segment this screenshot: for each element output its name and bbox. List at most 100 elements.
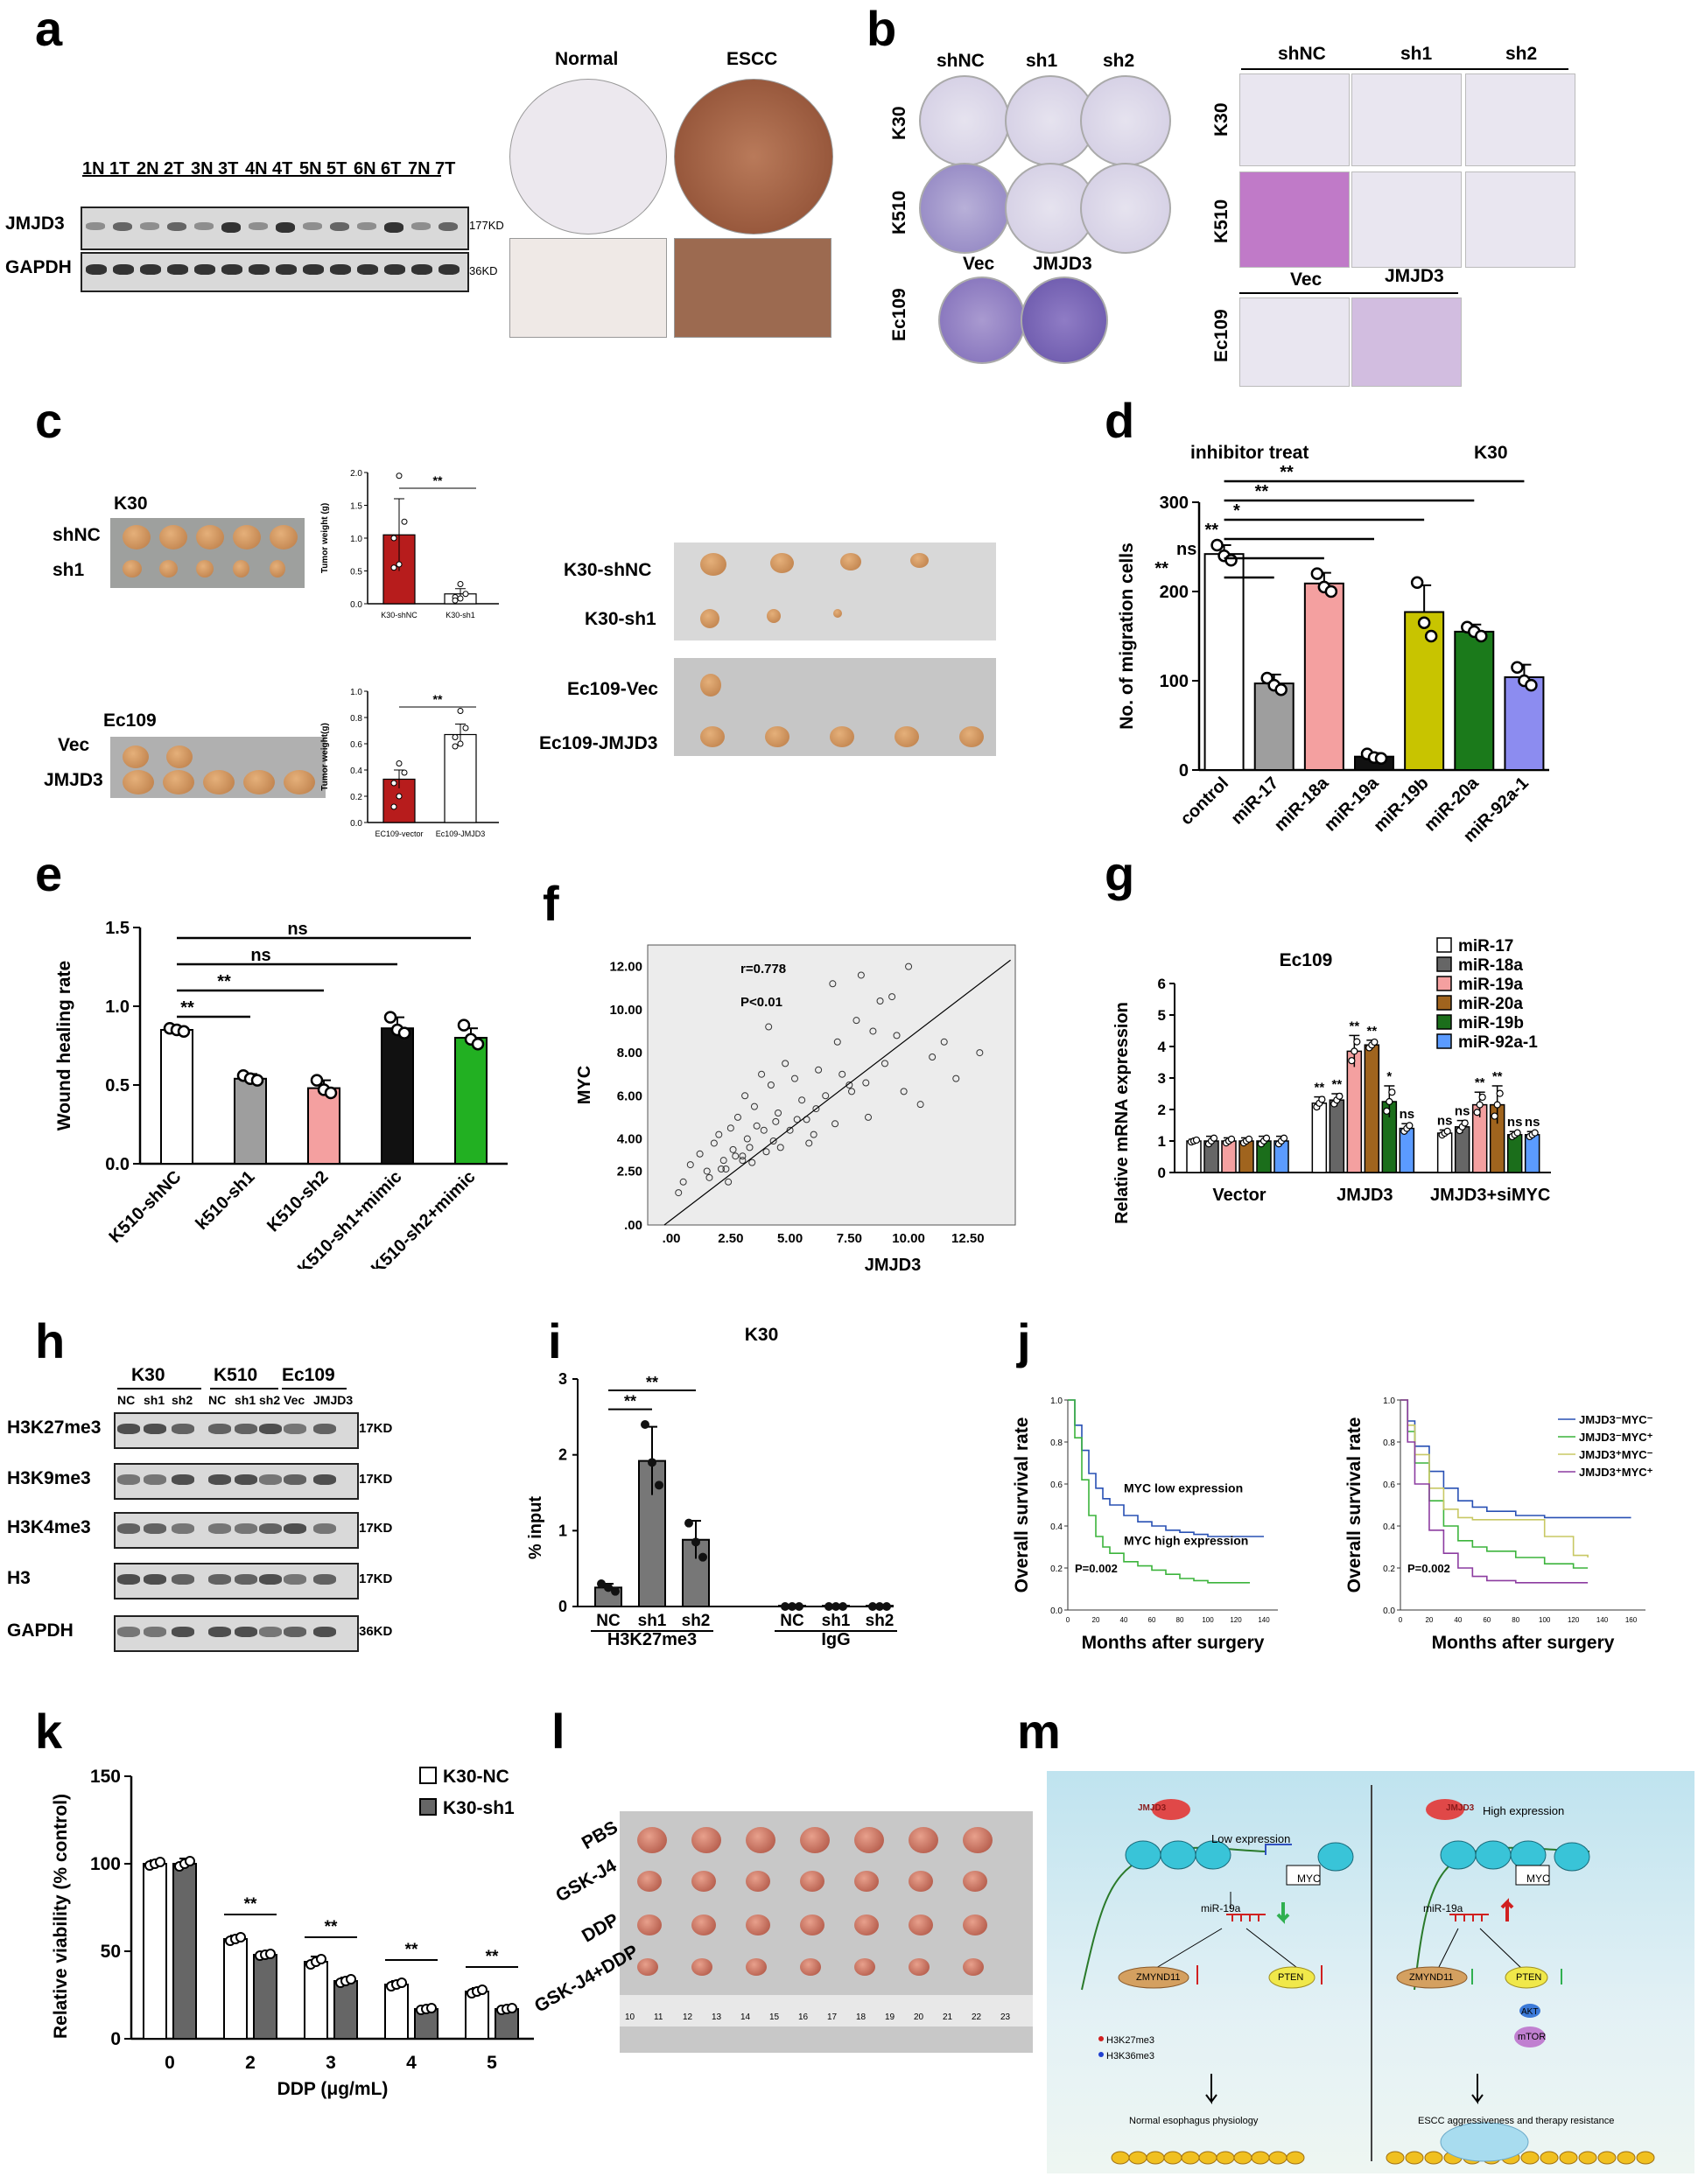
data-point	[765, 1023, 773, 1031]
sig-label: **	[1331, 1077, 1342, 1092]
bar	[1346, 1050, 1363, 1173]
legend-label: JMJD3⁺MYC⁻	[1579, 1448, 1653, 1461]
data-point	[703, 1167, 711, 1175]
up-arrow	[1500, 1898, 1514, 1922]
y-axis-label: MYC	[575, 1066, 594, 1104]
x-tick-label: 100	[1539, 1616, 1551, 1624]
pten-protein	[1505, 1966, 1548, 1989]
sig-label: ns	[1176, 540, 1196, 559]
data-point	[452, 743, 459, 750]
lane-label: sh1	[235, 1393, 256, 1407]
data-point	[250, 1074, 264, 1087]
y-tick-label: 0	[558, 1598, 567, 1615]
gapdh-band	[330, 264, 351, 275]
m-right-pten: PTEN	[1516, 1972, 1542, 1983]
cell	[1163, 2151, 1182, 2165]
jmjd3-band	[86, 222, 105, 230]
y-tick-label: 100	[1160, 672, 1189, 691]
x-tick-label: 120	[1568, 1616, 1580, 1624]
tumor	[909, 1871, 933, 1892]
nucleosome	[1475, 1840, 1512, 1870]
legend-swatch	[1436, 1033, 1452, 1049]
legend-swatch	[1436, 956, 1452, 972]
bar	[1253, 682, 1295, 771]
survival-curve	[1068, 1399, 1250, 1584]
data-point	[733, 1113, 741, 1121]
data-point	[1476, 1101, 1484, 1109]
lane-label: 7N	[408, 159, 431, 178]
sig-label: **	[486, 1948, 499, 1966]
y-tick-label: 4.00	[617, 1132, 642, 1147]
data-point	[1513, 1129, 1521, 1137]
data-point	[1318, 1096, 1326, 1103]
sig-label: **	[405, 1941, 418, 1959]
sig-label: **	[1255, 482, 1269, 501]
band	[313, 1424, 336, 1434]
jmjd3-band	[140, 222, 159, 230]
data-point	[452, 597, 459, 604]
x-tick-label: 0	[1399, 1616, 1403, 1624]
tumor	[243, 770, 275, 794]
band	[117, 1574, 140, 1585]
m-diagram	[1081, 1799, 1655, 2165]
jmjd3-band	[330, 222, 349, 232]
y-tick-label: 300	[1160, 494, 1189, 513]
lane-label: sh2	[259, 1393, 281, 1407]
data-point	[655, 1480, 663, 1490]
data-point	[786, 1126, 794, 1134]
h-group-k510: K510	[214, 1365, 258, 1385]
b-col-sh2: sh2	[1103, 51, 1135, 71]
tumor	[166, 746, 193, 768]
data-point	[675, 1189, 683, 1197]
band	[235, 1574, 257, 1585]
legend-swatch	[419, 1767, 437, 1784]
data-point	[940, 1038, 948, 1046]
y-tick-label: 0.0	[350, 600, 362, 610]
group-label: H3K27me3	[607, 1630, 697, 1649]
transwell-image	[1465, 172, 1575, 268]
band	[144, 1574, 166, 1585]
m-right-mtor: mTOR	[1518, 2032, 1547, 2042]
sig-label: ns	[1525, 1115, 1540, 1130]
myc-box	[1286, 1865, 1321, 1886]
down-arrow	[1471, 2074, 1484, 2104]
data-point	[316, 1954, 326, 1964]
y-tick-label: 2	[1158, 1102, 1166, 1118]
x-tick-label: 80	[1512, 1616, 1519, 1624]
m-divider	[1371, 1785, 1372, 2161]
b-col-sh1: sh1	[1026, 51, 1058, 71]
nucleosome	[1317, 1842, 1354, 1872]
tumor	[691, 1827, 721, 1853]
curve-label: MYC high expression	[1124, 1534, 1248, 1548]
cell	[1181, 2151, 1200, 2165]
data-point	[265, 1949, 276, 1959]
bar	[160, 1029, 193, 1165]
data-point	[746, 1144, 754, 1152]
mirna-hairpin	[1449, 1914, 1489, 1922]
band	[284, 1574, 306, 1585]
data-point	[698, 1552, 707, 1562]
data-point	[952, 1074, 960, 1082]
cell	[1559, 2151, 1578, 2165]
nucleosome	[1125, 1840, 1161, 1870]
sig-label: **	[1492, 1069, 1503, 1084]
y-tick-label: 12.00	[609, 960, 642, 975]
tumor	[800, 1871, 824, 1892]
data-point	[729, 1145, 737, 1153]
data-point	[810, 1130, 817, 1138]
data-point	[1475, 629, 1488, 643]
category-label: NC	[596, 1612, 621, 1630]
category-label: sh2	[682, 1612, 711, 1630]
size-177kd: 177KD	[469, 219, 504, 232]
zmynd-protein	[1118, 1966, 1189, 1989]
y-axis-label: Tumor weight(g)	[320, 723, 330, 791]
tumor	[963, 1871, 987, 1892]
x-tick-label: 120	[1230, 1616, 1242, 1624]
nucleosome	[1160, 1840, 1196, 1870]
nucleosome	[1440, 1840, 1477, 1870]
x-tick-label: 60	[1483, 1616, 1491, 1624]
data-point	[795, 1602, 803, 1611]
sig-label: **	[624, 1393, 636, 1410]
y-axis-label: Relative mRNA expression	[1112, 1002, 1132, 1224]
blot-row-label: GAPDH	[7, 1620, 74, 1641]
